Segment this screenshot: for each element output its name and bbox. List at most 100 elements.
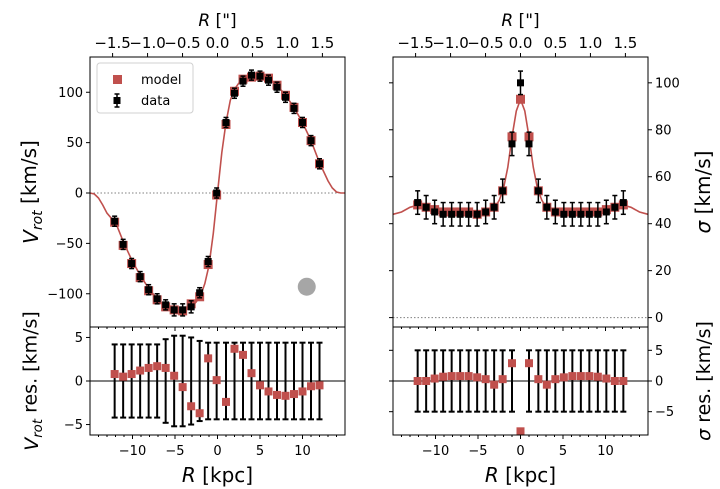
sigma_res-residual-point [508,359,516,368]
vrot_res-xtick-label: −10 [119,444,146,459]
vrot-data-point [128,260,136,268]
beam-circle [297,277,316,296]
vrot-ylabel: Vrot [km/s] [17,140,46,244]
sigma-top-xtick-label: −1.0 [432,34,468,52]
vrot_res-residual-point [230,344,239,353]
sigma-data-point [422,203,430,211]
sigma-top-xtick-label: 0.5 [544,34,568,52]
sigma_res-residual-point [516,427,525,436]
vrot_res-xtick-label: 0 [213,444,221,459]
sigma_res-residual-point [610,377,619,385]
vrot-data-point [231,89,238,97]
sigma-top-xtick-label: 1.0 [579,34,603,52]
sigma_res-residual-point [619,377,628,385]
sigma_res-residual-point [585,372,594,381]
sigma-top-xtick-label: −1.5 [397,34,433,52]
sigma_res-residual-point [490,380,499,389]
vrot-data-point [204,258,212,266]
sigma-data-point [465,210,473,218]
sigma-data-point [473,210,481,218]
sigma-ylabel: σ [km/s] [691,151,715,234]
vrot_res-residual-point [127,370,136,379]
vrot_res-residual-point [195,409,204,418]
sigma-data-point [551,208,559,216]
vrot-data-point [213,189,221,197]
vrot-top-xlabel: R ["] [198,11,236,31]
sigma-data-point [431,208,439,216]
vrot_res-residual-point [256,381,264,390]
vrot-data-point [196,289,204,297]
sigma-ytick-label: 40 [655,217,672,232]
sigma_res-residual-point [439,372,448,381]
vrot-data-point [187,303,195,311]
vrot-data-point [273,83,281,91]
sigma_res-residual-point [568,372,577,381]
vrot_res-residual-point [204,354,213,363]
vrot_res-xtick-label: 10 [294,444,311,459]
sigma_res-residual-point [413,377,422,385]
sigma_res-ytick-label: 5 [655,344,663,359]
sigma-model-curve [392,96,649,216]
sigma_res-xlabel: R [kpc] [485,463,556,487]
vrot-data-point [136,273,144,281]
sigma_res-residual-point [525,359,533,368]
vrot_res-residual-point [247,369,256,378]
sigma-data-point [517,79,524,87]
sigma_res-residual-point [481,375,490,384]
vrot_res-xtick-label: −5 [165,444,184,459]
sigma_res-residual-point [534,375,543,384]
sigma_res-residual-point [602,374,611,383]
vrot-data-point [111,217,119,225]
sigma-data-point [585,210,593,218]
vrot-top-xtick-label: −0.5 [164,34,200,52]
sigma_res-residual-point [464,372,473,381]
vrot_res-residual-point [315,381,324,390]
vrot_res-residual-point [187,402,196,411]
sigma-data-point [568,210,576,218]
sigma_res-residual-point [551,375,560,384]
sigma-data-point [448,210,456,218]
sigma-data-point [490,203,498,211]
sigma_res-ylabel: σ res. [km/s] [693,321,715,441]
vrot-ytick-label: 50 [66,136,83,151]
vrot_res-xlabel: R [kpc] [182,463,253,487]
vrot-data-point [256,72,264,80]
vrot-data-point [299,118,306,126]
sigma_res-residual-point [447,372,456,381]
vrot_res-residual-point [144,363,153,372]
sigma_res-xtick-label: 0 [516,444,524,459]
sigma_res-residual-point [593,372,602,381]
sigma-ytick-label: 100 [655,76,680,91]
vrot_res-panel: −5 0 5 Vrot res. [km/s] −10 −5 0 5 10 R [kpc] [19,311,346,487]
sigma-data-point [594,210,602,218]
sigma-ytick-label: 0 [655,311,663,326]
sigma-panel: 0 20 40 60 80 100 σ [km/s] −1.5−1.0−0.5 0.0 0.5 1.… [389,11,715,331]
sigma-data-point [560,210,568,218]
sigma_res-xtick-label: 5 [559,444,567,459]
vrot_res-residual-point [136,366,145,375]
sigma-data-point [508,140,516,148]
vrot_res-residual-point [264,387,273,396]
vrot-top-xtick-label: 0.5 [241,34,265,52]
vrot-data-point [162,301,170,309]
legend-data-marker [113,97,121,104]
sigma-ytick-label: 60 [655,170,672,185]
vrot-data-point [222,118,230,126]
sigma-data-point [619,199,627,207]
legend-data-label: data [141,94,170,109]
vrot-panel: −100 −50 0 50 100 Vrot [km/s] −1.5−1.0−0.5 0.0 0… [17,11,346,331]
sigma_res-xtick-label: 10 [597,444,614,459]
sigma-ytick-label: 80 [655,123,672,138]
sigma_res-residual-point [542,380,551,389]
vrot-data-point [248,71,255,79]
vrot-top-xtick-label: 1.0 [276,34,300,52]
vrot-data-point [170,306,178,314]
vrot-ytick-label: 0 [75,187,83,202]
sigma_res-xtick-label: −10 [422,444,449,459]
vrot_res-residual-point [170,371,179,380]
vrot-data-point [290,104,298,112]
vrot_res-ytick-label: −5 [64,418,83,433]
vrot-data-point [265,76,272,84]
vrot-data-point [282,93,289,101]
vrot-top-xtick-label: 0.0 [206,34,230,52]
